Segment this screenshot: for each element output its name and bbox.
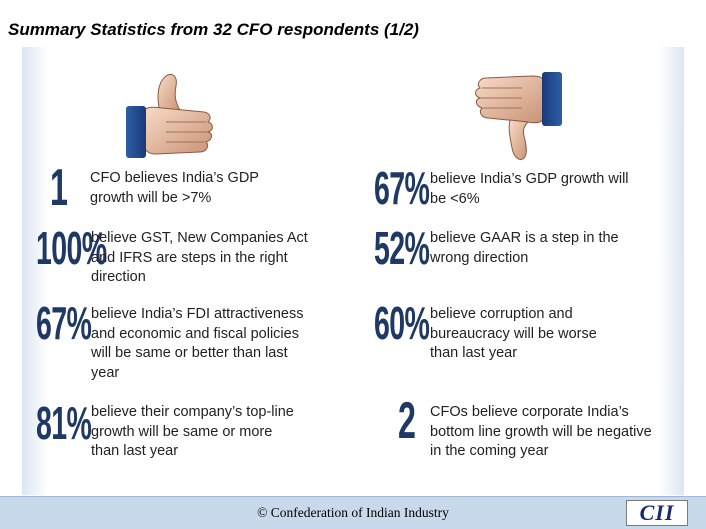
stat-value: 67% [374, 162, 430, 214]
page-title: Summary Statistics from 32 CFO responden… [8, 20, 419, 39]
stat-value: 2 [398, 392, 416, 450]
logo-text: CII [639, 500, 675, 525]
stat-value: 1 [50, 159, 68, 217]
stat-value: 81% [36, 397, 92, 449]
stat-description: CFOs believe corporate India’s bottom li… [430, 404, 652, 459]
stat-value: 67% [36, 297, 92, 349]
stat-description: believe India’s FDI attractiveness and e… [91, 306, 304, 381]
copyright-text: © Confederation of Indian Industry [257, 505, 449, 520]
stat-description: believe GST, New Companies Act and IFRS … [91, 230, 308, 285]
stat-value: 52% [374, 222, 430, 274]
cii-logo: CII [626, 500, 688, 526]
footer-bar: © Confederation of Indian Industry CII [0, 496, 706, 529]
stat-description: believe India’s GDP growth will be <6% [430, 171, 629, 207]
stat-value: 60% [374, 297, 430, 349]
stat-description: believe corruption and bureaucracy will … [430, 306, 597, 361]
thumbs-up-icon [126, 73, 213, 158]
stat-description: CFO believes India’s GDP growth will be … [90, 170, 259, 206]
stat-description: believe GAAR is a step in the wrong dire… [430, 230, 619, 266]
thumbs-down-icon [475, 72, 562, 161]
stat-value: 100% [36, 222, 107, 274]
stat-description: believe their company’s top-line growth … [91, 404, 294, 459]
